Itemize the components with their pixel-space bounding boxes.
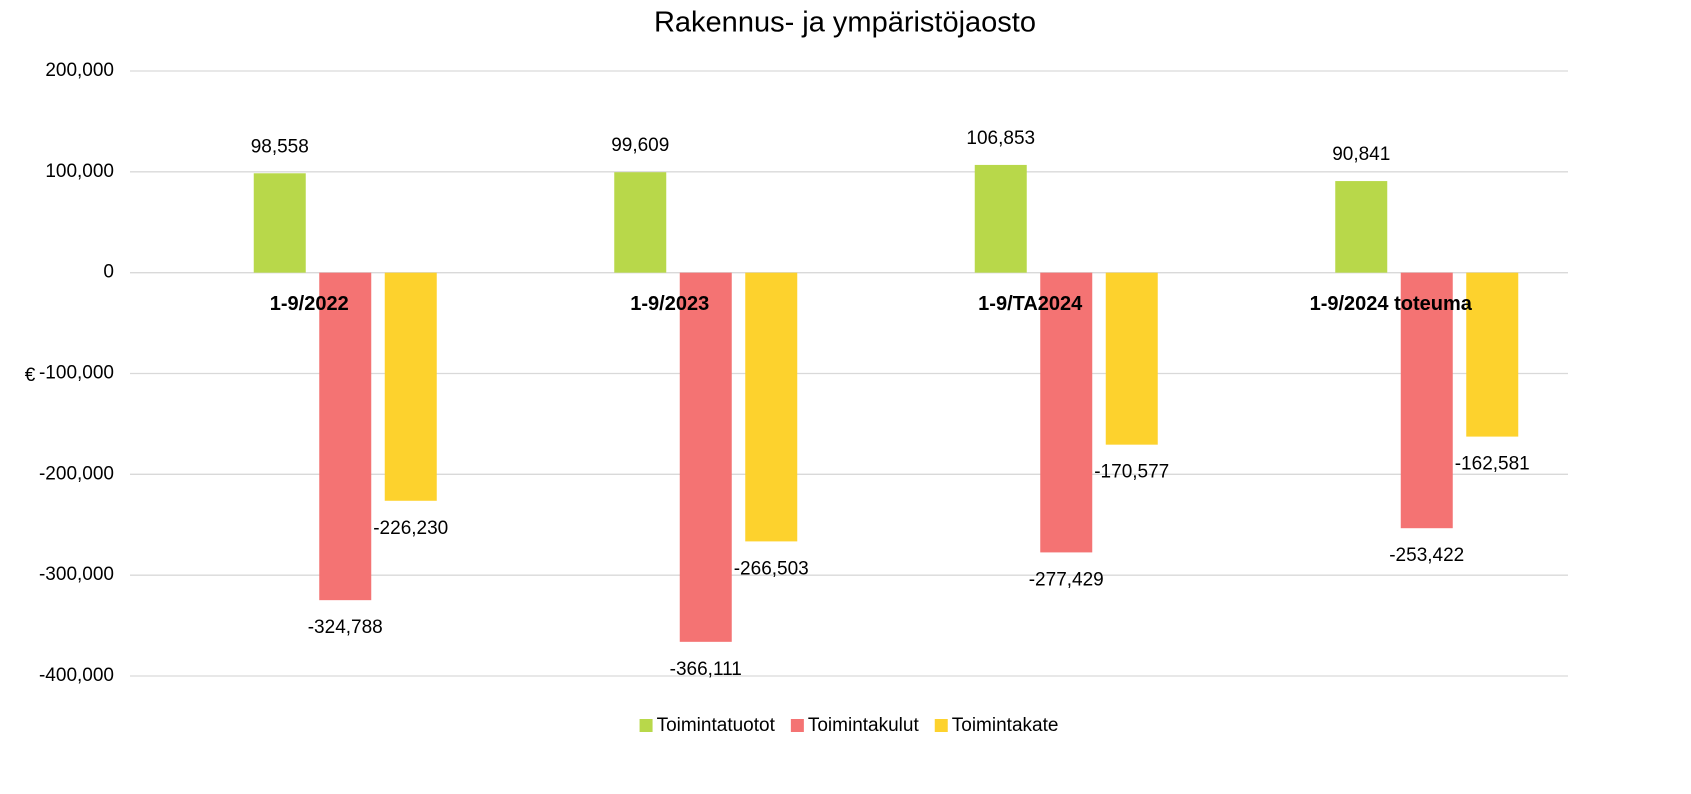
legend-swatch [934,719,948,732]
bar [1466,272,1519,437]
y-tick-label: -100,000 [39,363,114,384]
data-label: -366,111 [670,659,742,680]
bar [745,272,798,542]
x-tick-label: 1-9/2023 [630,293,709,315]
data-label: 106,853 [966,128,1035,149]
y-tick-label: -200,000 [39,463,114,484]
x-tick-label: 1-9/TA2024 [978,293,1083,315]
bar [974,164,1027,273]
legend-label: Toimintakate [952,715,1059,736]
x-tick-label: 1-9/2022 [270,293,349,315]
y-tick-label: -300,000 [39,564,114,585]
legend: Toimintatuotot Toimintakulut Toimintakate [639,715,1059,736]
bar [253,173,306,273]
bar [1335,181,1388,273]
data-label: -170,577 [1094,462,1169,483]
data-label: -226,230 [373,518,448,539]
bar [1400,272,1453,529]
y-tick-label: 0 [103,262,114,283]
legend-swatch [639,719,653,732]
data-label: -253,422 [1389,545,1464,566]
data-label: -277,429 [1029,569,1104,590]
data-label: -266,503 [734,558,809,579]
data-label: -324,788 [308,617,383,638]
legend-label: Toimintakulut [808,715,920,736]
y-tick-label: 100,000 [45,161,114,182]
legend-label: Toimintatuotot [657,715,776,736]
data-label: -162,581 [1455,454,1530,475]
data-label: 90,841 [1332,144,1390,165]
bar [679,272,732,642]
bar [1040,272,1093,553]
y-tick-label: 200,000 [45,60,114,81]
bar [319,272,372,601]
legend-swatch [790,719,804,732]
bar [1105,272,1158,445]
y-tick-label: -400,000 [39,665,114,686]
x-tick-label: 1-9/2024 toteuma [1310,293,1473,315]
chart-title: Rakennus- ja ympäristöjaosto [654,7,1036,39]
bar [614,172,667,273]
data-label: 98,558 [251,136,309,157]
data-label: 99,609 [611,135,669,156]
y-axis-label: € [25,365,36,386]
bar [384,272,437,501]
